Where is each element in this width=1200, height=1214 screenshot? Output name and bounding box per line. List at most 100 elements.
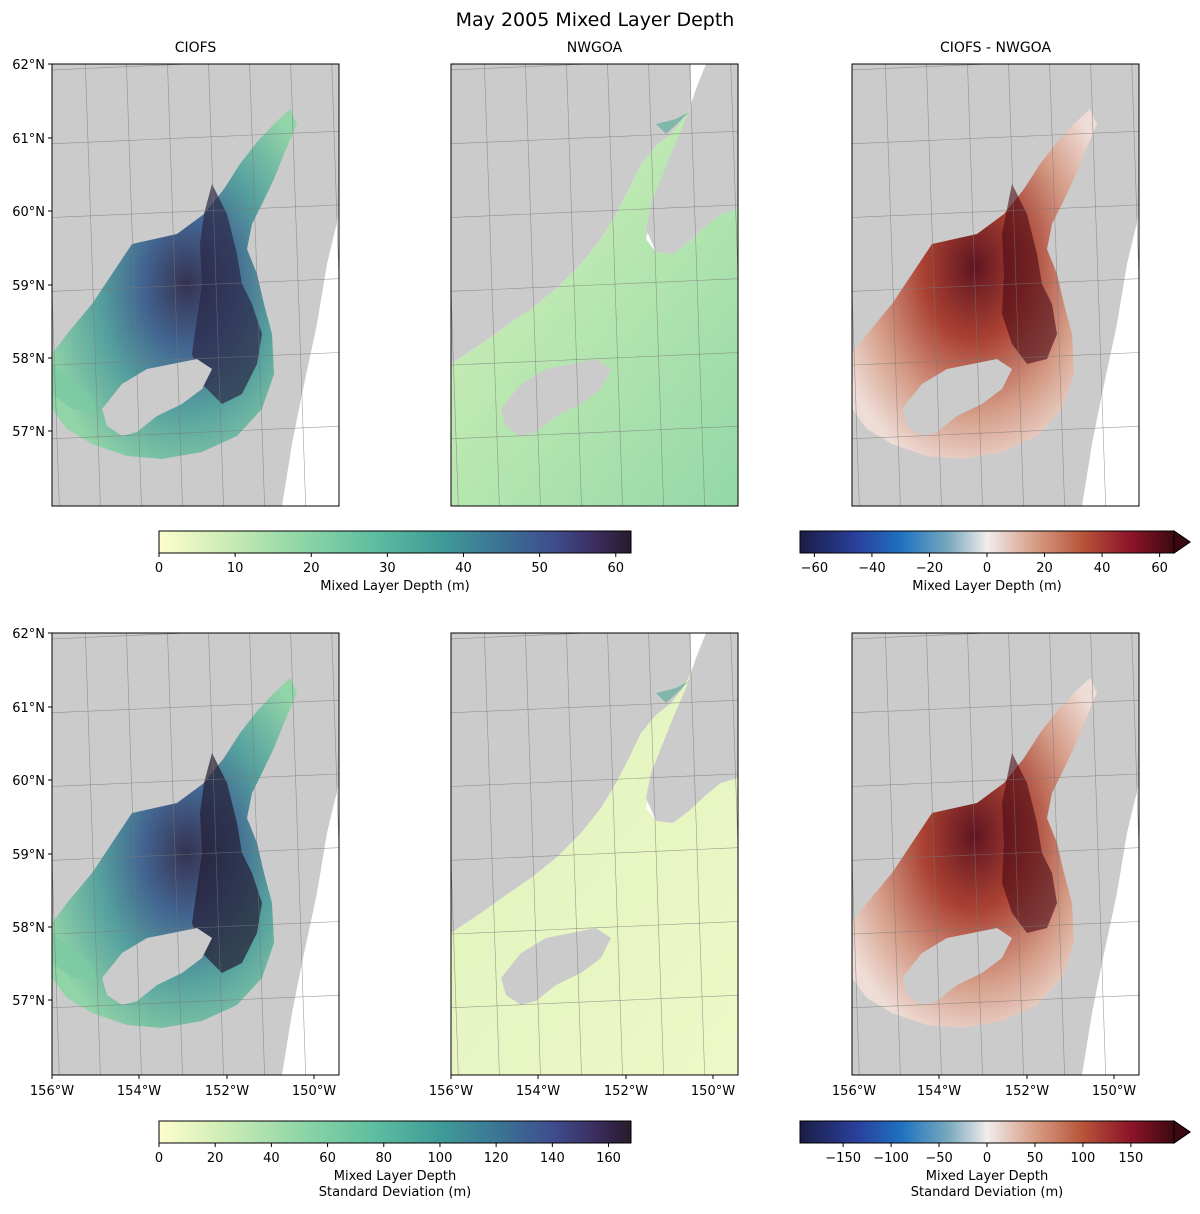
ciofs-shelf-edge (52, 364, 97, 414)
colorbar-tick-label: 10 (227, 561, 244, 576)
colorbar-tick-label: −40 (858, 561, 885, 576)
trinity-islands (107, 1031, 137, 1048)
nwgoa-inlet-head (656, 112, 689, 134)
lat-tick-label: 61°N (12, 132, 45, 147)
colorbar-fill (159, 531, 631, 553)
map-panel-r0-c0 (51, 63, 340, 507)
graticule-parallel (852, 425, 1139, 440)
graticule-parallel (52, 847, 339, 861)
colorbar-tick-label: 150 (1118, 1151, 1143, 1166)
graticule-parallel (52, 352, 339, 366)
trinity-islands (107, 462, 137, 479)
ciofs-shelf-edge (52, 933, 97, 983)
colorbar-tick-label: 60 (608, 561, 625, 576)
colorbar-tick-label: 50 (1027, 1151, 1044, 1166)
graticule-meridian (484, 633, 500, 1075)
alaska-peninsula (451, 64, 691, 364)
lon-tick-label: 152°W (1005, 1084, 1049, 1099)
graticule-meridian (451, 851, 459, 1075)
lat-tick-label: 59°N (12, 848, 45, 863)
ocean-outside-domain (1082, 783, 1139, 1075)
colorbar-tick-label: 40 (263, 1151, 280, 1166)
colorbar-outline (158, 530, 632, 554)
graticule-parallel (451, 352, 738, 366)
panel-frame (851, 632, 1140, 1076)
graticule-parallel (852, 847, 1139, 861)
graticule-meridian (1090, 633, 1106, 1075)
colorbar-tick-label: 160 (596, 1151, 621, 1166)
graticule-meridian (689, 633, 705, 1075)
colorbar-tick-label: 80 (375, 1151, 392, 1166)
graticule-parallel (52, 921, 339, 935)
trinity-islands (907, 462, 937, 479)
graticule-meridian (607, 633, 623, 1075)
graticule-meridian (648, 64, 664, 506)
lon-tick-label: 150°W (691, 1084, 735, 1099)
lon-tick-label: 152°W (604, 1084, 648, 1099)
colorbar-tick-label: 40 (455, 561, 472, 576)
graticule-meridian (1131, 64, 1139, 288)
panel-content (52, 64, 339, 506)
kodiak-island (902, 359, 1012, 436)
graticule-parallel (52, 773, 339, 787)
graticule-parallel (52, 633, 195, 640)
colorbar-tick-label: 60 (319, 1151, 336, 1166)
colorbar-tick-label: 140 (540, 1151, 565, 1166)
lat-tick-label: 58°N (12, 921, 45, 936)
graticule-parallel (52, 699, 339, 714)
lon-tick-label: 154°W (117, 1084, 161, 1099)
colorbar-label: Mixed Layer Depth (m) (912, 579, 1061, 594)
colorbar-mean-difference: −60 −40 −20 0 20 40 60 Mixed Layer Depth (m) (799, 530, 1191, 594)
panel-content (852, 633, 1139, 1075)
lat-tick-label: 57°N (12, 425, 45, 440)
lat-tick-label: 62°N (12, 627, 45, 642)
graticule-meridian (885, 633, 901, 1075)
lon-tick-label: 150°W (292, 1084, 336, 1099)
ocean-outside-domain (1082, 214, 1139, 506)
graticule-parallel (852, 921, 1139, 935)
colorbar-label: Mixed Layer Depth (334, 1169, 456, 1184)
graticule-meridian (208, 64, 224, 506)
graticule-meridian (648, 633, 664, 1075)
lon-tick-label: 156°W (429, 1084, 473, 1099)
graticule-meridian (451, 282, 459, 506)
graticule-parallel (52, 278, 339, 292)
colorbar-std-depth: 0 20 40 60 80 100 120 140 160 Mixed Layer DepthSt… (155, 1120, 632, 1200)
ocean-outside-domain (282, 214, 339, 506)
graticule-parallel (852, 633, 995, 640)
colorbar-tick-label: 120 (484, 1151, 509, 1166)
graticule-parallel (852, 994, 1139, 1009)
lat-tick-label: 60°N (12, 205, 45, 220)
graticule-meridian (52, 851, 60, 1075)
figure-title: May 2005 Mixed Layer Depth (456, 9, 735, 31)
graticule-meridian (208, 633, 224, 1075)
lat-tick-label: 57°N (12, 994, 45, 1009)
panel-content (451, 633, 738, 1075)
colorbar-tick-label: 100 (1070, 1151, 1095, 1166)
lat-tick-label: 61°N (12, 701, 45, 716)
difference-max-region (1002, 753, 1057, 933)
lat-tick-label: 59°N (12, 279, 45, 294)
colorbar-label: Mixed Layer Depth (m) (320, 579, 469, 594)
colorbar-label: Standard Deviation (m) (319, 1185, 471, 1200)
lat-tick-label: 60°N (12, 774, 45, 789)
graticule-parallel (451, 425, 738, 440)
trinity-islands (907, 1031, 937, 1048)
colorbar-tick-label: 40 (1094, 561, 1111, 576)
graticule-parallel (451, 64, 594, 71)
panel-content (52, 633, 339, 1075)
graticule-meridian (525, 64, 541, 506)
graticule-parallel (852, 130, 1139, 145)
difference-field (852, 109, 1097, 459)
graticule-parallel (52, 204, 339, 218)
graticule-meridian (730, 633, 738, 857)
colorbar-tick-label: 20 (1036, 561, 1053, 576)
kenai-peninsula (646, 64, 738, 254)
nwgoa-inlet-head (656, 681, 689, 703)
colorbar-fill (800, 531, 1174, 553)
graticule-parallel (852, 773, 1139, 787)
graticule-meridian (926, 633, 942, 1075)
kodiak-island (501, 359, 611, 436)
kenai-peninsula (646, 633, 738, 823)
graticule-meridian (1049, 633, 1065, 1075)
